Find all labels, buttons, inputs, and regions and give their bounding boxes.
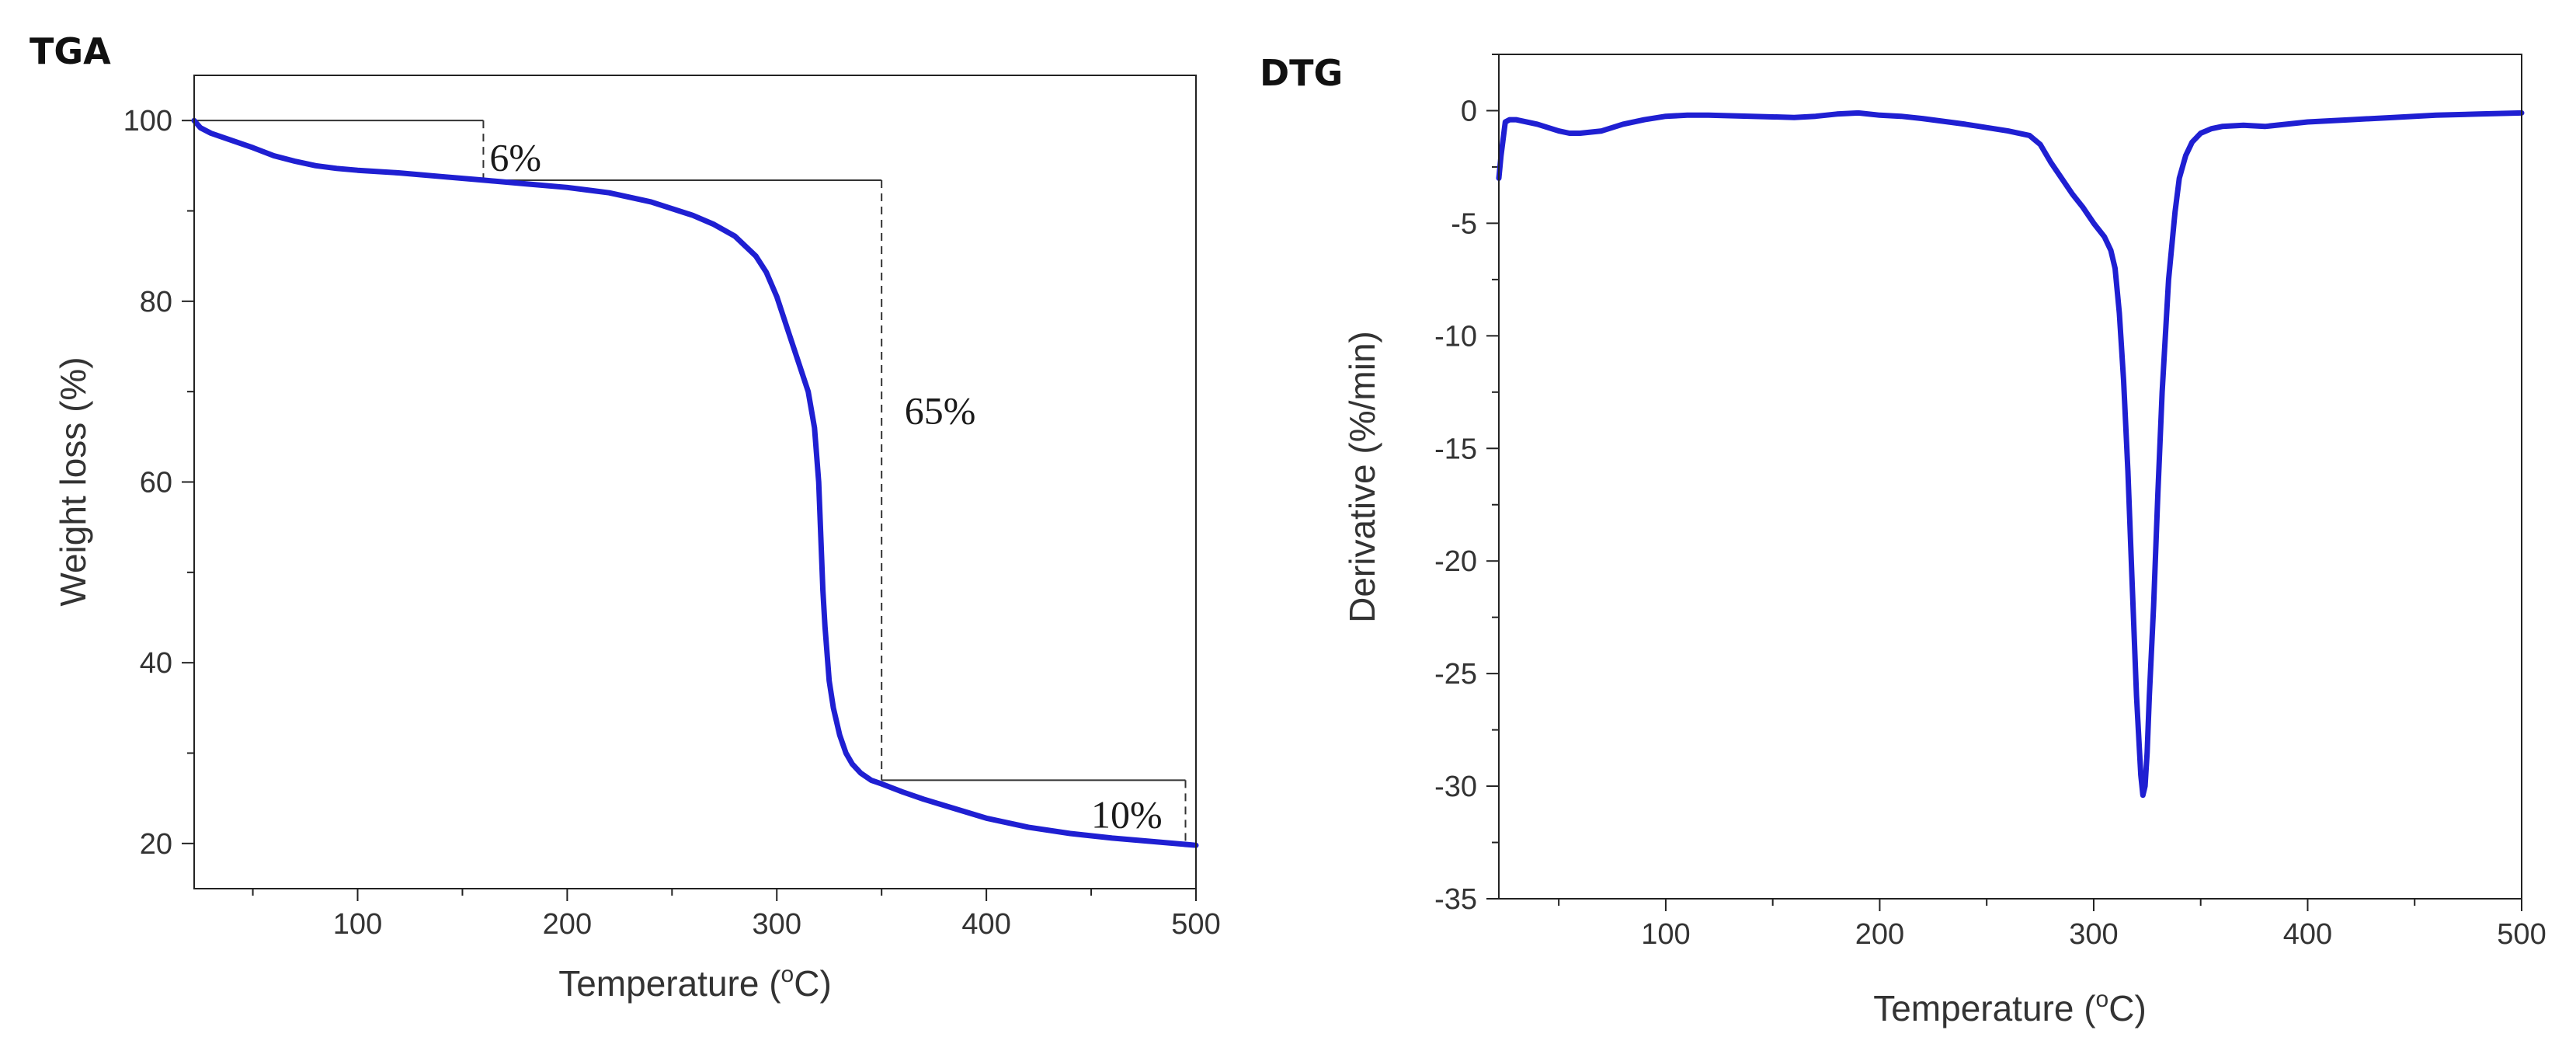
tga-y-ticks: 20 40 60 80 100 [123, 105, 194, 861]
x-tick-label-500: 500 [2497, 918, 2546, 951]
dtg-panel-label: DTG [1260, 52, 1343, 94]
x-tick-label-300: 300 [753, 908, 801, 941]
y-tick-label--10: -10 [1434, 320, 1477, 353]
dtg-x-axis-title: Temperature (oC) [1873, 987, 2147, 1028]
dtg-plot-frame [1498, 54, 2522, 900]
dtg-series-line [1496, 110, 2525, 799]
x-tick-label-500: 500 [1171, 908, 1220, 941]
x-tick-label-300: 300 [2069, 918, 2118, 951]
x-tick-label-100: 100 [1641, 918, 1690, 951]
tga-panel: TGA 100 200 300 400 500 20 40 60 80 100 6% 65% 10%… [30, 30, 1221, 1004]
y-tick-label-100: 100 [123, 105, 172, 137]
annotation-1: 65% [905, 388, 976, 432]
tga-plot-frame [193, 75, 1197, 889]
y-tick-label--35: -35 [1434, 883, 1477, 916]
tga-series-line [191, 117, 1199, 848]
dtg-panel: DTG 100 200 300 400 500 0 -5 -10 -15 -20 -25 -30 -3… [1260, 52, 2546, 1028]
x-tick-label-400: 400 [961, 908, 1010, 941]
dtg-y-axis-title: Derivative (%/min) [1342, 331, 1382, 623]
annotation-0: 6% [489, 136, 541, 179]
x-tick-label-200: 200 [543, 908, 592, 941]
y-tick-label--25: -25 [1434, 658, 1477, 691]
y-tick-label-0: 0 [1461, 95, 1477, 127]
y-tick-label-80: 80 [140, 286, 172, 318]
dtg-x-ticks: 100 200 300 400 500 [1558, 899, 2546, 951]
tga-x-ticks: 100 200 300 400 500 [252, 889, 1221, 941]
y-tick-label-40: 40 [140, 647, 172, 680]
y-tick-label-60: 60 [140, 467, 172, 499]
x-tick-label-200: 200 [1855, 918, 1904, 951]
tga-x-axis-title: Temperature (oC) [558, 962, 832, 1004]
tga-y-axis-title: Weight loss (%) [53, 357, 93, 606]
x-tick-label-100: 100 [333, 908, 382, 941]
dtg-y-ticks: 0 -5 -10 -15 -20 -25 -30 -35 [1434, 54, 1499, 916]
y-tick-label--30: -30 [1434, 771, 1477, 803]
x-tick-label-400: 400 [2283, 918, 2332, 951]
y-tick-label--5: -5 [1451, 207, 1477, 240]
y-tick-label--20: -20 [1434, 545, 1477, 578]
tga-annotations: 6% 65% 10% [194, 120, 1187, 842]
annotation-2: 10% [1091, 792, 1163, 836]
y-tick-label-20: 20 [140, 828, 172, 861]
tga-panel-label: TGA [30, 30, 111, 72]
y-tick-label--15: -15 [1434, 433, 1477, 465]
